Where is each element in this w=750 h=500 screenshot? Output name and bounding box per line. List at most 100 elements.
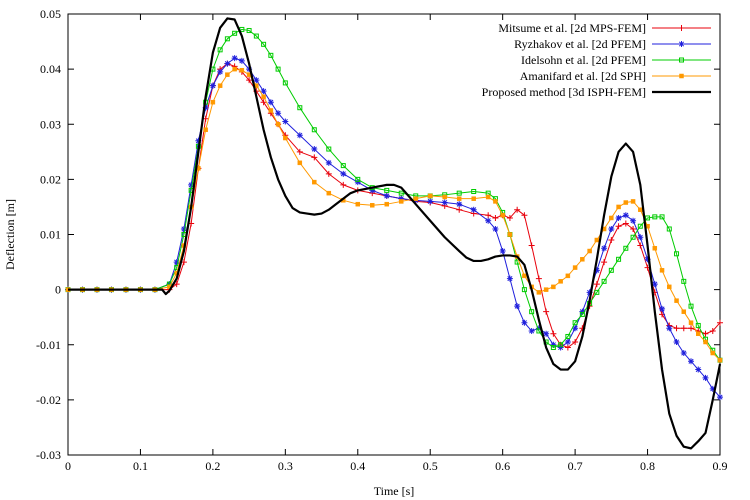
data-point [695,322,701,328]
data-point [506,275,513,282]
data-point [652,246,658,251]
data-point [550,341,557,348]
data-point [673,338,680,345]
data-point [528,327,535,334]
data-point [456,196,462,201]
x-tick-label: 0.6 [495,459,510,473]
data-point [326,190,332,196]
data-point [550,330,557,337]
data-point [558,342,564,348]
data-point [456,201,463,208]
data-point [522,273,527,279]
data-point [180,225,187,232]
data-point [710,350,716,356]
x-tick-label: 0.1 [133,459,148,473]
data-point [709,385,716,392]
data-point [572,265,578,270]
data-point [630,199,636,204]
plot-area [65,17,723,450]
data-point [521,212,528,219]
legend-item: Mitsume et al. [2d MPS-FEM] [498,21,711,35]
data-point [340,170,347,177]
data-point [398,195,405,202]
data-point [608,237,615,244]
data-point [470,206,477,213]
data-point [601,259,608,266]
legend-label: Proposed method [3d ISPH-FEM] [482,85,646,99]
series-1 [65,60,723,351]
data-point [427,193,433,199]
data-point [565,333,571,339]
data-point [551,284,556,290]
data-point [275,122,281,127]
legend-label: Mitsume et al. [2d MPS-FEM] [498,21,646,35]
data-point [253,33,259,39]
x-tick-label: 0.8 [640,459,655,473]
data-point [383,192,390,199]
y-tick-label: 0 [55,283,61,297]
data-point [688,320,694,325]
data-point [195,137,202,144]
data-point [355,176,361,182]
data-point [601,278,607,284]
data-point [384,201,390,207]
x-tick-label: 0.5 [423,459,438,473]
y-tick-label: -0.02 [36,393,61,407]
data-point [593,281,600,288]
data-point [232,30,238,36]
data-point [681,309,687,314]
data-point [514,303,521,310]
legend: Mitsume et al. [2d MPS-FEM] Ryzhakov et a… [482,21,711,99]
series-line [68,17,722,450]
series-5 [68,17,722,450]
data-point [630,217,637,224]
data-point [637,234,644,241]
data-point [535,275,542,282]
data-point [442,194,447,200]
y-tick-label: 0.01 [40,228,61,242]
data-point [616,256,622,262]
data-point [210,99,216,105]
series-4 [65,66,723,363]
data-point [543,330,550,337]
data-point [557,344,564,351]
data-point [579,308,586,315]
data-point [535,325,542,332]
data-point [239,67,245,73]
data-point [680,350,687,357]
data-point [579,311,585,317]
legend-marker [678,41,685,47]
data-point [702,374,709,381]
data-point [209,82,216,89]
data-point [696,331,701,336]
data-point [638,207,643,212]
data-point [637,223,643,229]
data-point [608,225,615,232]
data-point [594,289,600,295]
data-point [615,214,622,221]
y-tick-label: 0.03 [40,117,61,131]
data-point [543,287,549,292]
data-point [572,320,578,326]
data-point [282,80,288,86]
series-line [68,68,721,361]
data-point [261,41,267,47]
data-point [580,257,585,262]
data-point [543,308,550,315]
data-point [217,68,224,75]
data-point [283,135,288,141]
data-point [550,345,556,351]
x-axis-title: Time [s] [374,484,415,498]
data-point [238,57,245,64]
data-point [528,242,535,249]
data-point [536,290,542,295]
data-point [572,338,579,345]
data-point [500,212,505,218]
data-point [354,179,361,186]
data-point [268,108,274,113]
data-point [413,196,418,201]
data-point [173,259,180,266]
data-point [529,309,535,315]
data-point [217,47,223,53]
